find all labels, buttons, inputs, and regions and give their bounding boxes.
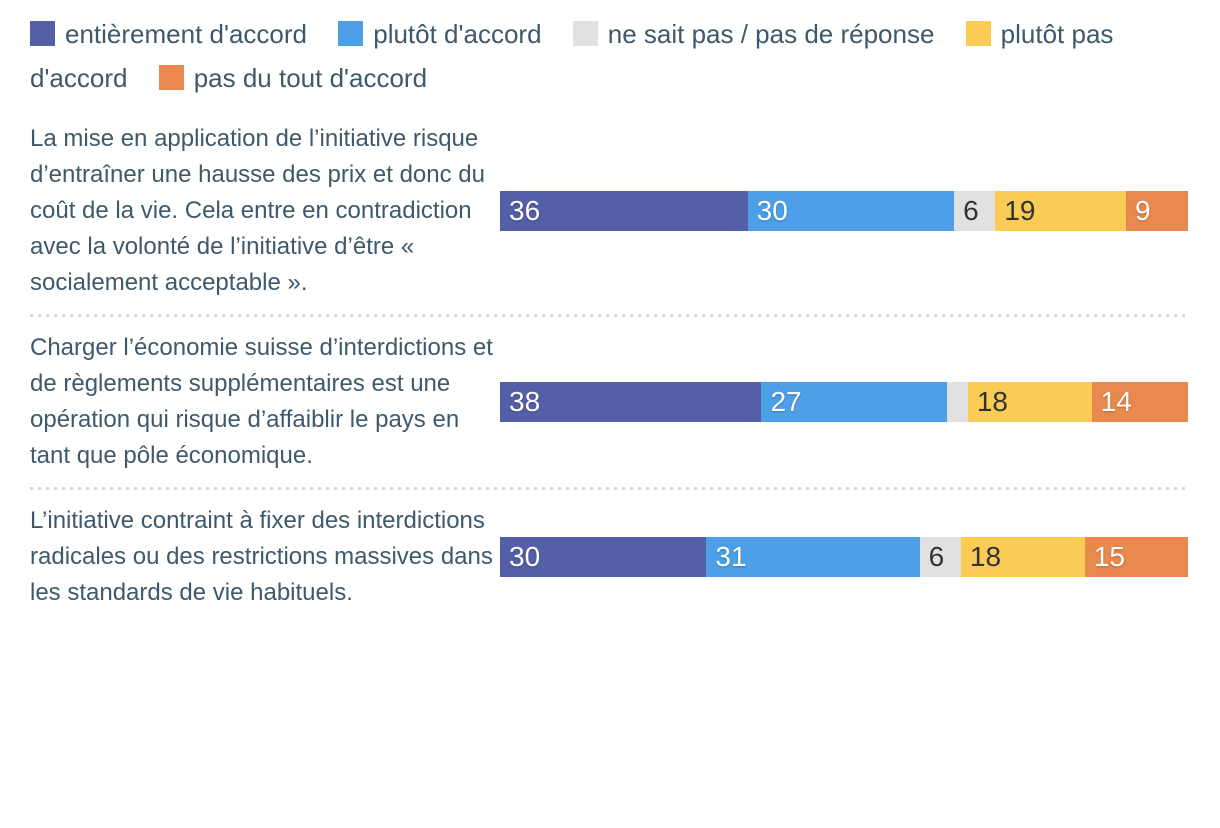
bar-segment-label: 18 [976, 386, 1008, 417]
bar-segment: 36 [500, 191, 748, 231]
bar-segment-label: 14 [1100, 386, 1132, 417]
legend-item: pas du tout d'accord [158, 63, 428, 93]
legend-label: ne sait pas / pas de réponse [607, 19, 935, 49]
bar-segment-label: 18 [969, 541, 1002, 572]
row-bar-area: 30 31 6 18 15 [500, 537, 1188, 577]
bar-segment-label: 30 [756, 195, 788, 226]
chart-row: La mise en application de l’initiative r… [30, 108, 1188, 314]
bar-segment: 9 [1126, 191, 1188, 231]
legend-swatch [338, 21, 364, 46]
bar-segment: 30 [747, 191, 955, 231]
legend-swatch [572, 21, 598, 46]
bar-segment-label: 27 [770, 386, 802, 417]
bar-segment [947, 382, 968, 422]
bar-segment: 18 [960, 537, 1085, 577]
legend-item: plutôt pas d'accord [30, 19, 1113, 93]
bar-segment: 15 [1084, 537, 1188, 577]
chart-row: L’initiative contraint à fixer des inter… [30, 490, 1188, 624]
bar-segment-label: 31 [715, 541, 747, 572]
legend-item: plutôt d'accord [338, 19, 542, 49]
bar-segment-label: 15 [1093, 541, 1125, 572]
legend-swatch [965, 21, 991, 46]
stacked-bar: 36 30 6 19 9 [500, 191, 1188, 231]
legend-swatch [158, 65, 184, 90]
bar-segment-label: 9 [1135, 195, 1151, 226]
stacked-bar: 38 27 18 14 [500, 382, 1188, 422]
legend-label: entièrement d'accord [65, 19, 307, 49]
row-statement: L’initiative contraint à fixer des inter… [30, 507, 493, 606]
row-statement: La mise en application de l’initiative r… [30, 125, 485, 296]
legend-label: pas du tout d'accord [193, 63, 428, 93]
bar-segment-label: 36 [509, 195, 541, 226]
bar-segment-label: 6 [928, 541, 945, 572]
bar-segment: 6 [919, 537, 961, 577]
row-divider [30, 487, 1188, 490]
bar-segment-label: 30 [509, 541, 541, 572]
legend-item: entièrement d'accord [30, 19, 307, 49]
bar-segment: 38 [500, 382, 762, 422]
bar-segment: 27 [761, 382, 948, 422]
bar-segment-label: 6 [963, 195, 979, 226]
legend-swatch [30, 21, 55, 46]
row-divider [30, 314, 1188, 317]
chart-legend: entièrement d'accord plutôt d'accord ne … [30, 12, 1188, 100]
legend-label: plutôt pas d'accord [30, 19, 1114, 93]
bar-segment: 30 [500, 537, 707, 577]
bar-segment-label: 19 [1004, 195, 1036, 226]
row-bar-area: 38 27 18 14 [500, 382, 1188, 422]
row-bar-area: 36 30 6 19 9 [500, 191, 1188, 231]
bar-segment: 18 [967, 382, 1092, 422]
chart-row: Charger l’économie suisse d’interdiction… [30, 317, 1188, 487]
bar-segment: 14 [1091, 382, 1188, 422]
legend-item: ne sait pas / pas de réponse [572, 19, 935, 49]
bar-segment-label: 38 [509, 386, 541, 417]
bar-segment: 31 [706, 537, 920, 577]
bar-segment: 6 [954, 191, 996, 231]
bar-segment: 19 [995, 191, 1127, 231]
stacked-bar: 30 31 6 18 15 [500, 537, 1188, 577]
row-statement: Charger l’économie suisse d’interdiction… [30, 334, 493, 469]
legend-label: plutôt d'accord [373, 19, 542, 49]
